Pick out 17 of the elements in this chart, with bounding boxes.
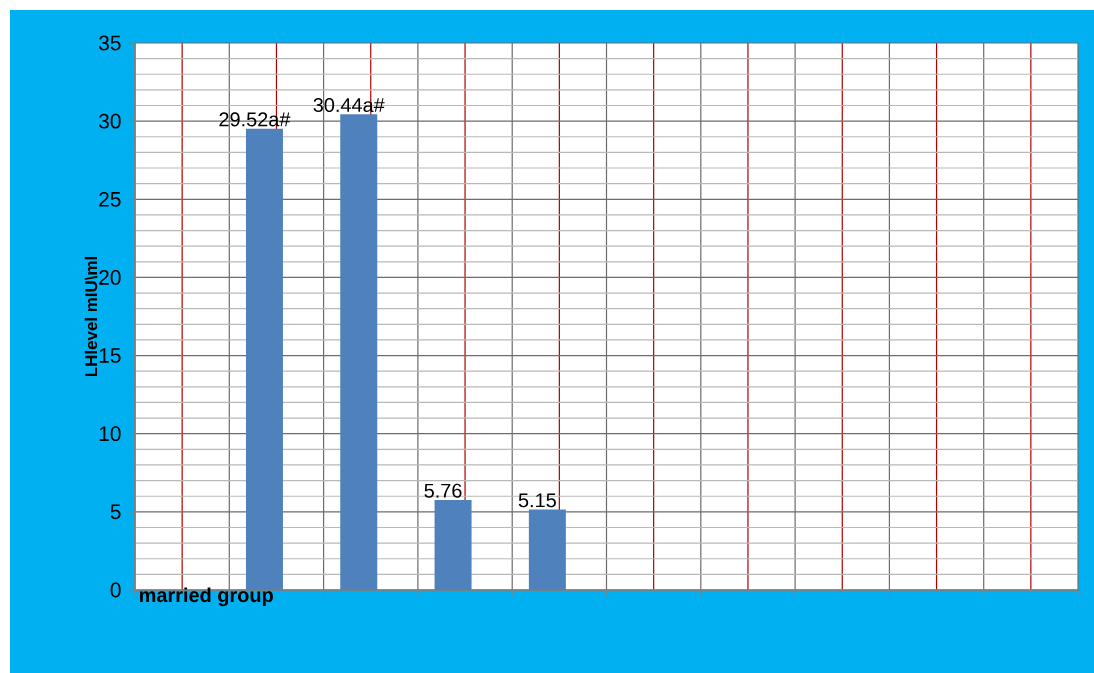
y-tick-label: 0 <box>110 582 121 598</box>
bar <box>340 114 378 590</box>
y-tick-label: 20 <box>99 270 121 285</box>
bar <box>434 499 472 590</box>
data-label: 30.44a# <box>313 97 385 113</box>
data-label: 5.76 <box>424 483 462 498</box>
y-tick-label: 5 <box>110 504 121 520</box>
y-tick-label: 30 <box>99 113 121 129</box>
bar <box>528 509 566 590</box>
y-tick-label: 10 <box>99 426 121 442</box>
bar <box>245 128 283 590</box>
y-tick-label: 25 <box>99 191 121 207</box>
y-tick-label: 15 <box>99 348 121 363</box>
data-label: 5.15 <box>518 493 556 508</box>
x-tick-label: married group <box>139 587 273 607</box>
y-axis-title: LHlevel mIU\ml <box>84 257 98 377</box>
y-tick-label: 35 <box>99 35 121 51</box>
